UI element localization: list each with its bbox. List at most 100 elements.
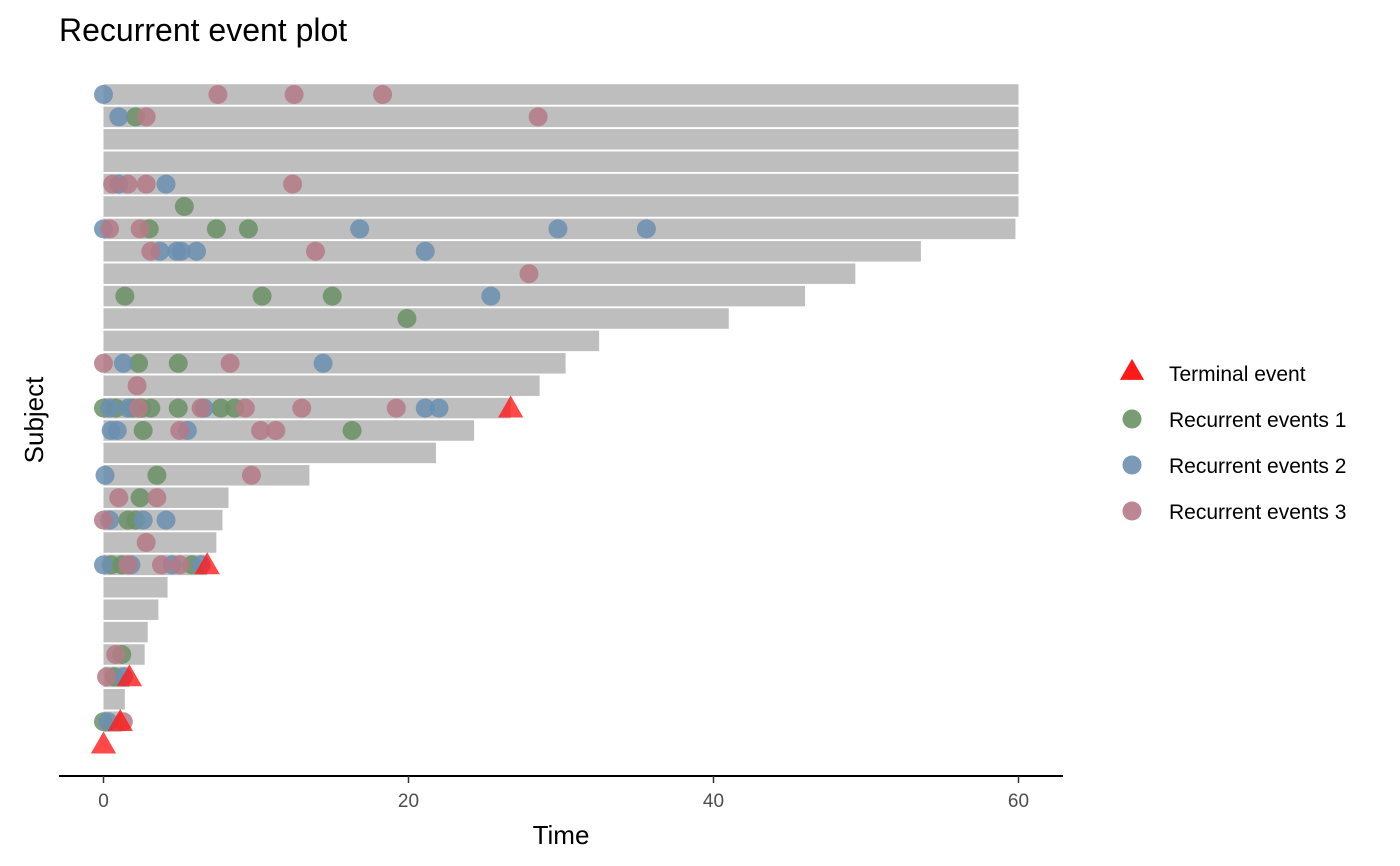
recurrent-event-1-point [211,398,231,418]
x-tick-label: 40 [703,791,724,812]
subject-bar [103,196,1019,217]
x-axis-title: Time [533,820,590,850]
recurrent-event-2-point [429,398,449,418]
legend-key-recurrent-3 [1122,501,1142,521]
terminal-event-point [107,709,133,732]
recurrent-event-3-point [97,667,117,687]
recurrent-event-3-point [127,376,147,396]
recurrent-event-3-point [191,398,211,418]
subject-bar [103,532,217,553]
recurrent-event-1-point [130,488,150,508]
subject-bar [103,621,148,643]
recurrent-event-3-point [118,555,138,575]
recurrent-event-1-point [397,309,417,328]
subject-bar [103,106,1019,128]
recurrent-event-3-point [147,488,167,508]
recurrent-event-2-point [350,219,370,239]
recurrent-event-2-point [156,510,176,530]
recurrent-event-3-point [100,219,120,239]
recurrent-event-3-point [94,353,113,373]
recurrent-event-3-point [241,465,261,485]
recurrent-event-2-point [187,241,207,261]
x-tick-label: 60 [1008,791,1029,812]
recurrent-event-3-point [386,398,406,418]
recurrent-event-3-point [519,264,539,284]
recurrent-event-2-point [94,85,113,104]
chart-title: Recurrent event plot [59,12,347,48]
y-axis-title: Subject [19,376,49,463]
recurrent-event-3-point [118,174,138,194]
recurrent-event-2-point [109,107,129,127]
terminal-event-point [90,731,117,754]
legend: Terminal event Recurrent events 1 Recurren… [1119,358,1346,524]
terminal-event-point [194,552,220,575]
recurrent-event-3-point [283,174,303,194]
recurrent-event-2-point [94,555,113,575]
recurrent-event-1-point [129,353,149,373]
recurrent-event-2-point [313,353,333,373]
legend-key-recurrent-2 [1122,455,1142,475]
recurrent-event-3-point [103,174,123,194]
recurrent-event-3-point [170,421,190,440]
recurrent-event-1-point [174,197,194,216]
recurrent-event-1-point [168,353,188,373]
x-tick-label: 0 [98,791,109,812]
subject-bar [103,330,600,352]
recurrent-event-2-point [100,398,120,418]
legend-label: Recurrent events 3 [1169,501,1346,524]
recurrent-event-2-point [548,219,568,239]
terminal-event-point [498,395,524,418]
recurrent-event-3-point [251,421,271,440]
recurrent-event-3-point [106,645,126,664]
recurrent-event-2-point [171,241,191,261]
terminal-event-point [116,664,143,687]
recurrent-event-1-point [168,398,188,418]
recurrent-event-3-point [373,85,393,104]
recurrent-event-3-point [170,555,190,575]
subject-bar [103,353,566,374]
legend-key-recurrent-1 [1122,409,1142,429]
recurrent-event-2-point [415,398,435,418]
recurrent-event-3-point [220,353,240,373]
recurrent-event-3-point [208,85,228,104]
subject-bar [103,241,921,262]
subject-bar [103,285,805,307]
subject-bar [103,129,1019,150]
recurrent-event-3-point [266,421,286,440]
recurrent-event-3-point [129,398,149,418]
recurrent-event-3-point [141,241,161,261]
subject-bar [103,465,310,486]
subject-bar [103,173,1019,195]
x-axis: 0 20 40 60 [59,775,1063,812]
recurrent-event-3-point [109,488,129,508]
recurrent-event-3-point [305,241,325,261]
subject-bar [103,263,856,284]
recurrent-event-2-point [113,353,133,373]
recurrent-event-1-point [252,286,272,306]
subject-bar [103,599,159,620]
recurrent-event-2-point [133,510,153,530]
recurrent-event-3-point [284,85,304,104]
subject-bar [103,151,1019,172]
recurrent-event-2-point [481,286,501,306]
recurrent-event-2-point [636,219,656,239]
subject-bar [103,84,1019,105]
legend-label: Terminal event [1169,363,1306,386]
recurrent-event-3-point [136,107,156,127]
legend-key-terminal-event [1119,358,1145,380]
recurrent-event-3-point [136,533,156,552]
recurrent-event-2-point [95,465,115,485]
subject-bar [103,577,168,598]
recurrent-event-1-point [342,421,362,440]
recurrent-event-1-point [206,219,226,239]
recurrent-event-3-point [528,107,548,127]
subject-bar [103,420,475,441]
recurrent-event-1-point [133,421,153,440]
recurrent-event-1-point [147,465,167,485]
legend-label: Recurrent events 1 [1169,409,1346,432]
recurrent-event-3-point [292,398,312,418]
subject-bar [103,689,125,710]
recurrent-event-2-point [415,241,435,261]
recurrent-event-2-point [156,174,176,194]
